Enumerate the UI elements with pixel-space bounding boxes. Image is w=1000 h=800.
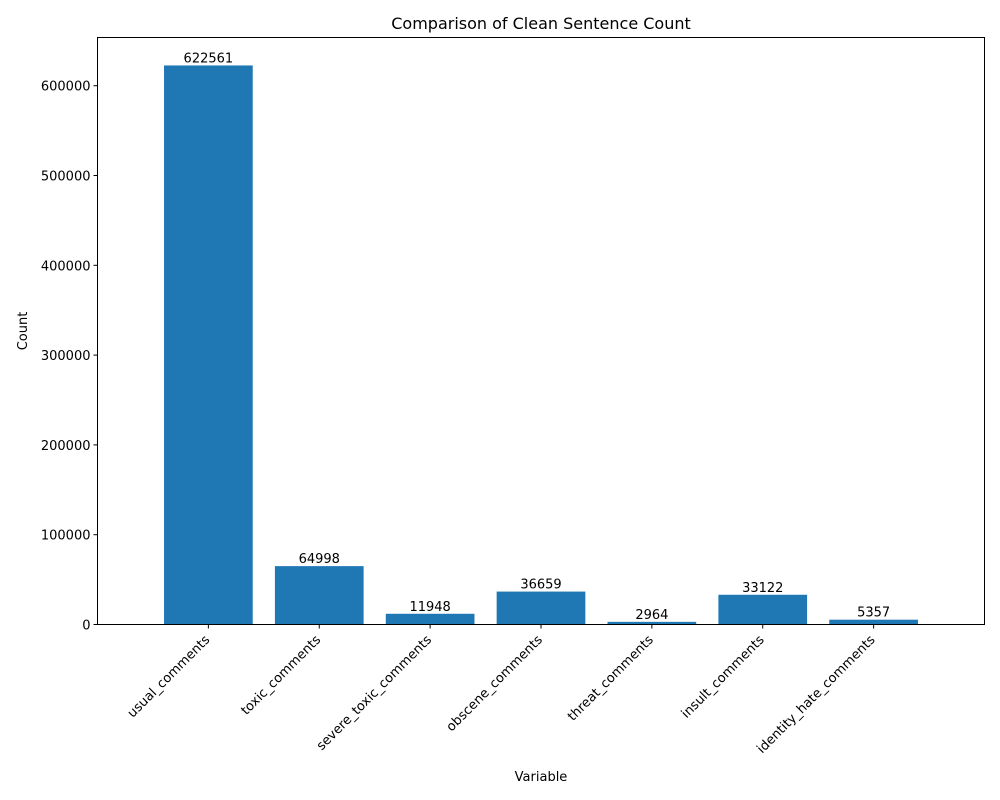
bar xyxy=(829,619,918,625)
bar xyxy=(496,591,586,625)
y-tick-label: 500000 xyxy=(41,170,91,185)
x-tick-label: threat_comments xyxy=(565,633,657,725)
y-tick-label: 0 xyxy=(82,619,90,634)
y-tick-label: 200000 xyxy=(41,439,91,454)
plot-frame xyxy=(97,37,985,625)
y-tick-label: 600000 xyxy=(41,80,91,95)
bar-value-label: 64998 xyxy=(299,552,340,567)
x-tick-label: usual_comments xyxy=(125,633,213,721)
x-tick-label: insult_comments xyxy=(679,633,768,722)
bar xyxy=(718,594,808,625)
y-tick-label: 100000 xyxy=(41,529,91,544)
bar-value-label: 11948 xyxy=(409,600,450,615)
bar-value-label: 5357 xyxy=(857,606,890,621)
x-tick-label: identity_hate_comments xyxy=(754,633,878,757)
bar-value-label: 33122 xyxy=(742,581,783,596)
bar-value-label: 36659 xyxy=(520,578,561,593)
x-axis-label: Variable xyxy=(515,770,568,785)
bar xyxy=(274,566,364,625)
bar xyxy=(607,621,697,625)
chart-title: Comparison of Clean Sentence Count xyxy=(391,14,691,33)
bar-value-label: 2964 xyxy=(635,608,668,623)
y-tick-label: 400000 xyxy=(41,259,91,274)
bar xyxy=(385,613,475,625)
x-tick-label: obscene_comments xyxy=(444,633,546,735)
y-tick-label: 300000 xyxy=(41,349,91,364)
plot-area: 0 100000 200000 300000 400000 500000 600000 622… xyxy=(41,51,918,757)
bar xyxy=(164,65,253,625)
bar-value-label: 622561 xyxy=(184,51,234,66)
y-axis-label: Count xyxy=(16,312,31,351)
x-tick-label: severe_toxic_comments xyxy=(314,633,435,754)
x-tick-label: toxic_comments xyxy=(238,633,324,719)
